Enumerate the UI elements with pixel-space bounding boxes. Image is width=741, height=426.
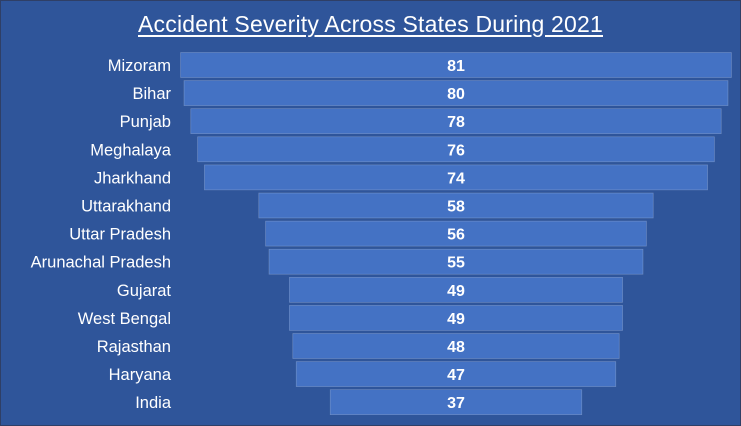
bar-west-bengal xyxy=(289,305,623,331)
category-label: Arunachal Pradesh xyxy=(31,254,171,272)
category-label: West Bengal xyxy=(78,310,171,328)
category-label: India xyxy=(135,394,172,412)
data-label: 58 xyxy=(447,199,465,216)
data-label: 47 xyxy=(447,367,465,384)
data-label: 78 xyxy=(447,114,465,131)
bar-mizoram xyxy=(180,52,732,78)
data-label: 55 xyxy=(447,255,465,272)
category-label: Uttarakhand xyxy=(81,198,171,216)
labels-layer: Mizoram 81 Bihar 80 Punjab 78 Meghalaya 76 Jhark… xyxy=(31,57,465,412)
data-label: 56 xyxy=(447,227,465,244)
category-label: Punjab xyxy=(120,113,171,131)
data-label: 76 xyxy=(447,142,465,159)
bar-punjab xyxy=(190,108,722,134)
data-label: 49 xyxy=(447,311,465,328)
bar-rajasthan xyxy=(292,333,620,359)
bar-arunachal-pradesh xyxy=(268,248,644,275)
bar-gujarat xyxy=(289,276,623,303)
category-label: Gujarat xyxy=(117,282,172,300)
category-label: Bihar xyxy=(132,85,171,103)
bar-bihar xyxy=(183,80,729,106)
category-label: Haryana xyxy=(109,366,172,384)
data-label: 80 xyxy=(447,86,465,103)
data-label: 49 xyxy=(447,283,465,300)
bar-uttar-pradesh xyxy=(265,220,647,247)
bar-uttarakhand xyxy=(258,192,654,219)
data-label: 74 xyxy=(447,170,465,187)
category-label: Jharkhand xyxy=(94,169,171,187)
category-label: Rajasthan xyxy=(97,338,171,356)
bar-india xyxy=(329,389,583,416)
data-label: 81 xyxy=(447,58,465,75)
bar-meghalaya xyxy=(197,136,715,163)
category-label: Meghalaya xyxy=(90,141,172,159)
bar-haryana xyxy=(295,361,617,387)
data-label: 37 xyxy=(447,395,465,412)
category-label: Uttar Pradesh xyxy=(69,226,171,244)
bars-layer xyxy=(180,52,732,416)
data-label: 48 xyxy=(447,339,465,356)
chart-title: Accident Severity Across States During 2… xyxy=(138,11,603,37)
bar-jharkhand xyxy=(204,164,708,191)
category-label: Mizoram xyxy=(108,57,171,75)
